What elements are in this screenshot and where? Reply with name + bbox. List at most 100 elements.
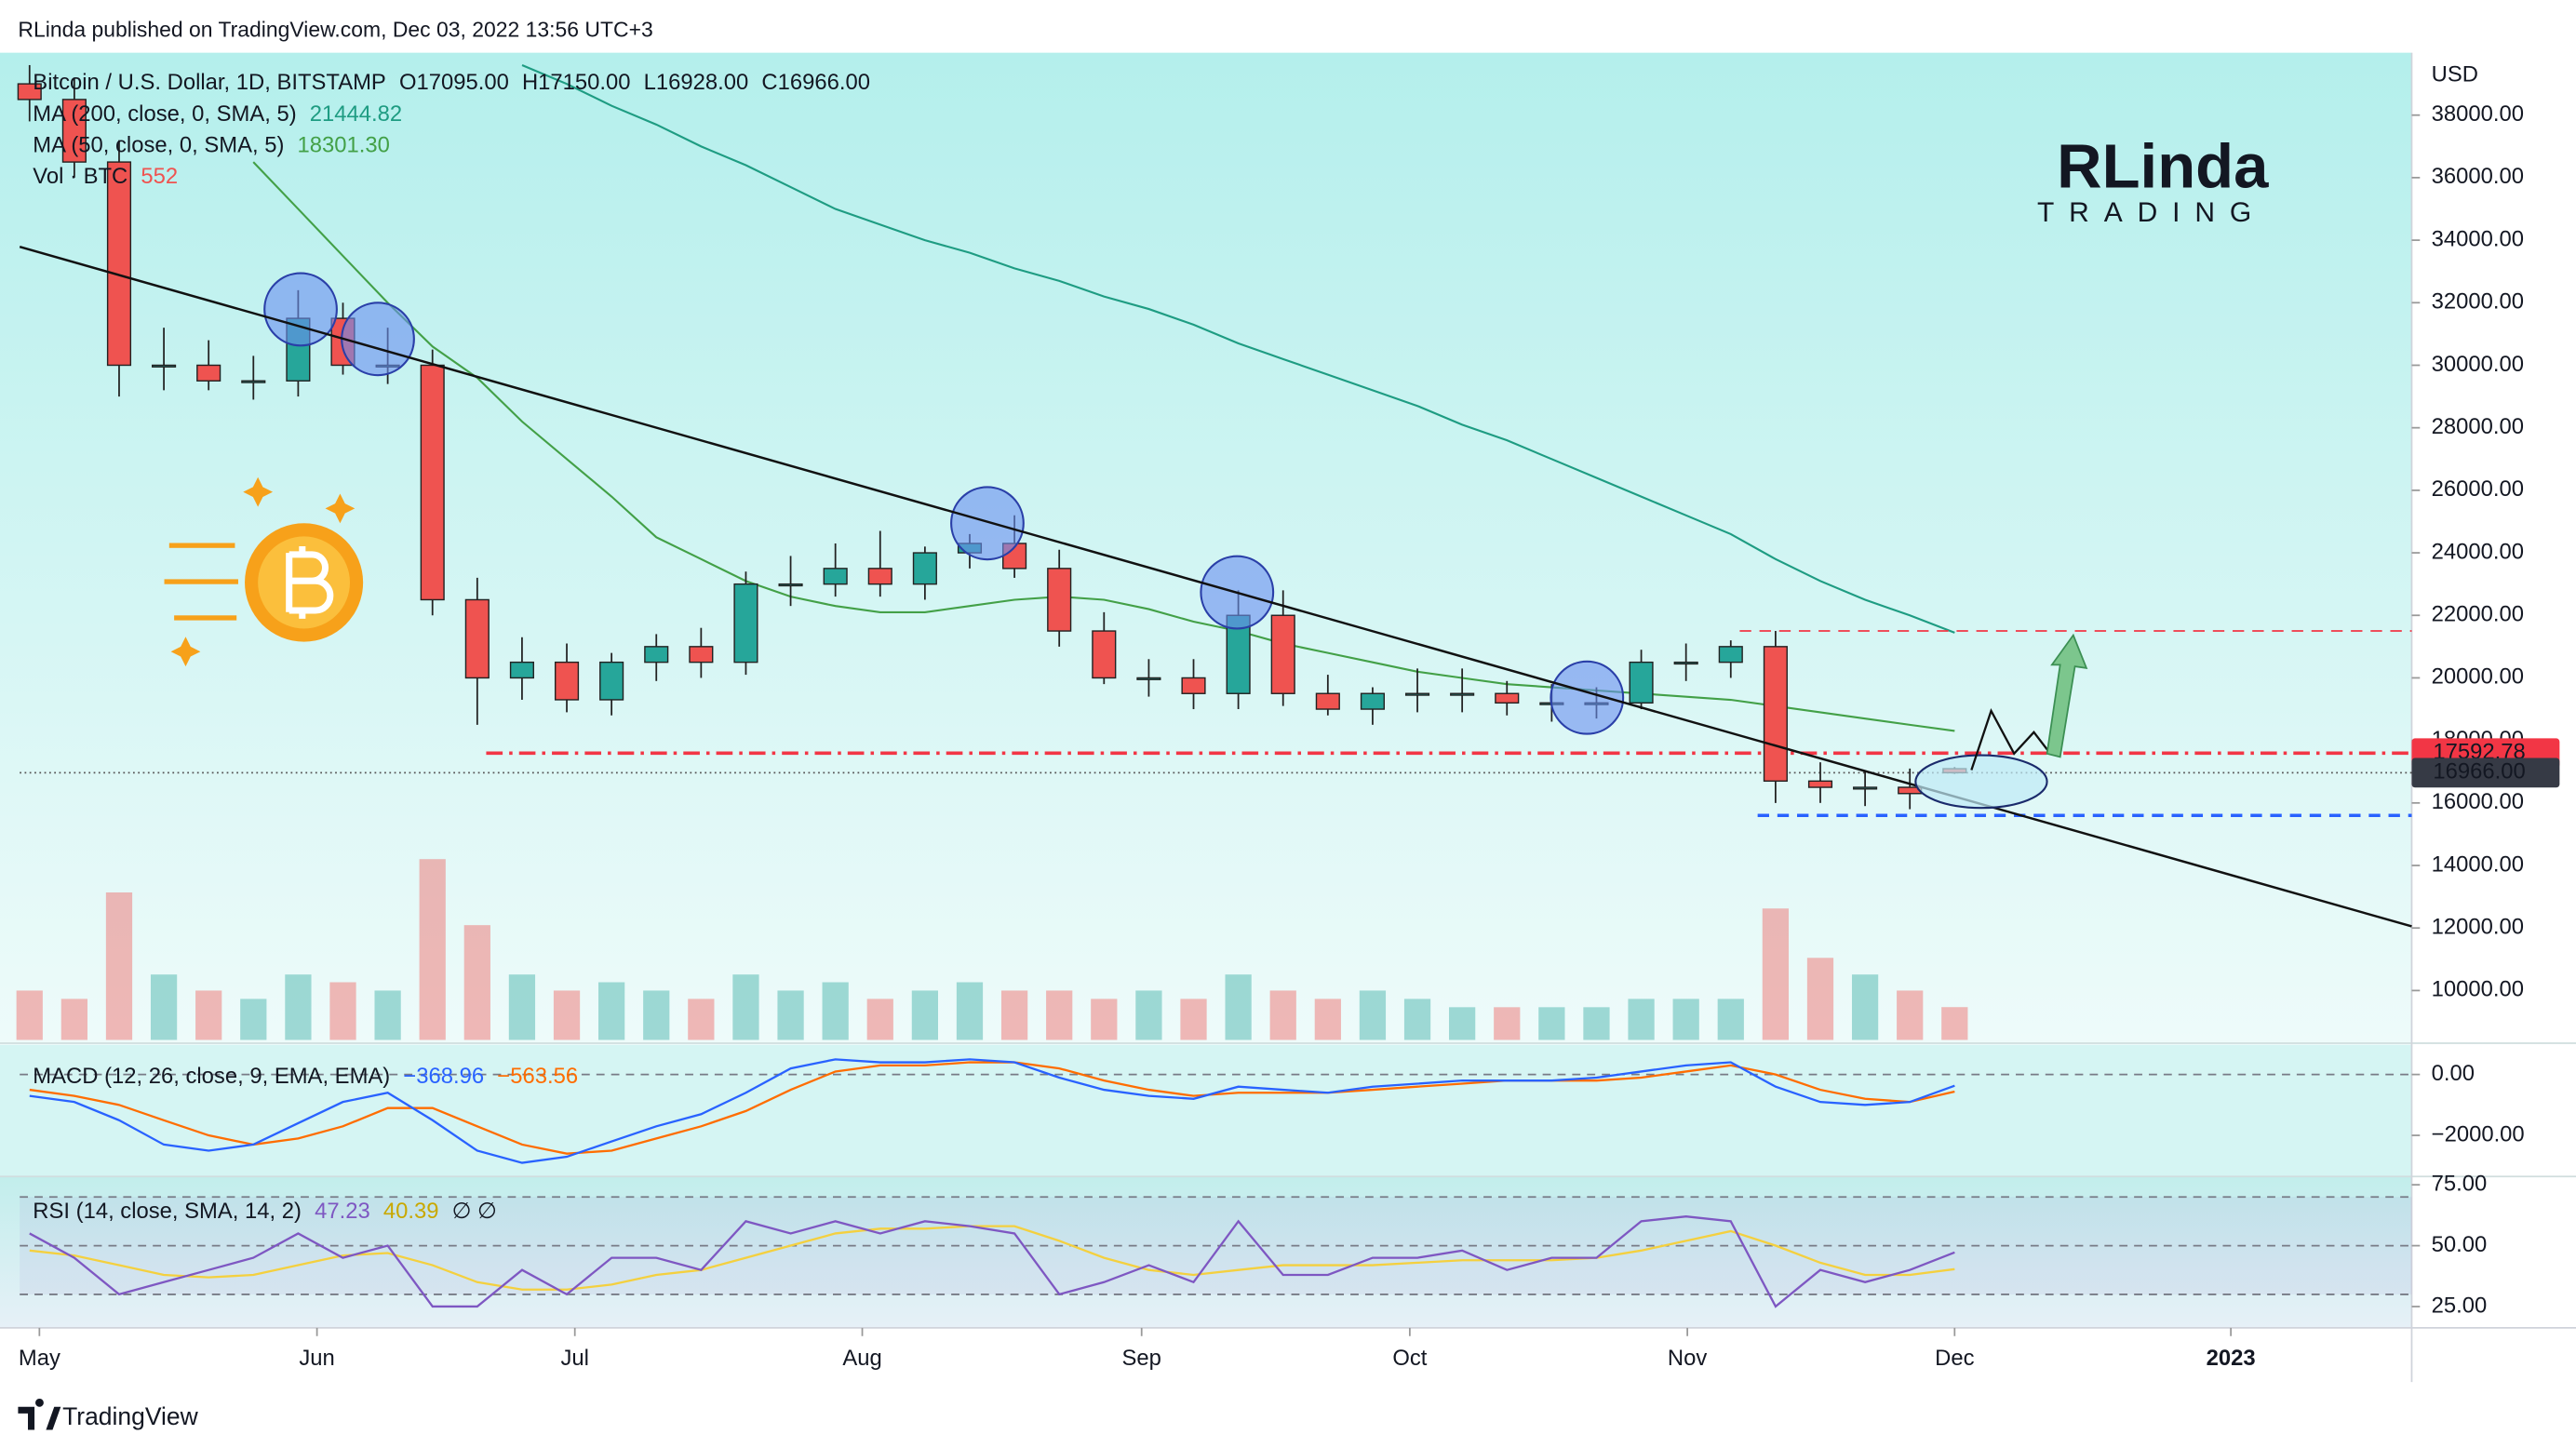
candle-body xyxy=(912,552,937,585)
y-tick-label: 75.00 xyxy=(2432,1171,2488,1196)
rsi-band xyxy=(20,1197,2412,1294)
rsi-ma-value: 40.39 xyxy=(383,1199,439,1224)
ma-name: MA (50, close, 0, SMA, 5) xyxy=(33,133,284,158)
rsi-extra: ∅ ∅ xyxy=(452,1199,497,1224)
volume-bar xyxy=(419,859,446,1040)
volume-bar xyxy=(1314,999,1341,1040)
volume-bar xyxy=(643,990,670,1040)
y-tick-label: 20000.00 xyxy=(2432,664,2524,690)
volume-bar xyxy=(374,990,401,1040)
touch-circle xyxy=(1550,660,1625,735)
candle-body xyxy=(1360,692,1386,710)
volume-bar xyxy=(777,990,804,1040)
volume-bar xyxy=(1180,999,1207,1040)
vol-name: Vol · BTC xyxy=(33,164,127,189)
ma-value: 21444.82 xyxy=(310,101,402,127)
volume-bar xyxy=(329,982,356,1040)
y-tick-label: 26000.00 xyxy=(2432,476,2524,502)
y-tick-label: 36000.00 xyxy=(2432,164,2524,189)
volume-bar xyxy=(911,990,939,1040)
volume-bar xyxy=(240,999,267,1040)
candle-body xyxy=(1450,692,1475,696)
price-tag-label: 16966.00 xyxy=(2433,759,2525,784)
volume-bar xyxy=(195,990,222,1040)
volume-bar xyxy=(1046,990,1073,1040)
volume-bar xyxy=(1628,999,1655,1040)
volume-bar xyxy=(1403,999,1431,1040)
annotations xyxy=(263,272,1625,735)
volume-bar xyxy=(956,982,984,1040)
y-tick-label: 38000.00 xyxy=(2432,101,2524,127)
header-bar xyxy=(0,0,2576,53)
volume-bar xyxy=(16,990,43,1040)
logo-sub: TRADING xyxy=(2037,197,2266,228)
x-tick-label: 2023 xyxy=(2207,1346,2256,1371)
projection-path xyxy=(1970,707,2052,771)
volume-bar xyxy=(822,982,849,1040)
volume-bar xyxy=(1717,999,1744,1040)
touch-circle xyxy=(341,302,415,377)
ohlc: C16966.00 xyxy=(761,70,870,95)
macd-pane xyxy=(0,1044,2412,1177)
volume-bar xyxy=(508,974,536,1040)
volume-bar xyxy=(1897,990,1924,1040)
touch-circle xyxy=(263,272,338,347)
y-tick-label: 22000.00 xyxy=(2432,602,2524,627)
x-tick-label: Nov xyxy=(1668,1346,1707,1371)
candle-body xyxy=(509,661,534,679)
ohlc: H17150.00 xyxy=(522,70,631,95)
volume-bar xyxy=(60,999,87,1040)
signal-value: −563.56 xyxy=(497,1064,578,1089)
candle-body xyxy=(1404,692,1430,696)
ma-value: 18301.30 xyxy=(298,133,390,158)
candle-body xyxy=(420,364,445,601)
y-tick-label: 50.00 xyxy=(2432,1232,2488,1257)
volume-bar xyxy=(1762,908,1790,1040)
x-tick-label: Aug xyxy=(842,1346,881,1371)
candle-body xyxy=(1853,786,1878,790)
volume-bar xyxy=(1000,990,1028,1040)
x-tick-label: Oct xyxy=(1392,1346,1427,1371)
candle-body xyxy=(61,99,87,163)
volume-bar xyxy=(732,974,759,1040)
moving-average xyxy=(521,64,1955,634)
y-tick-label: 28000.00 xyxy=(2432,414,2524,439)
logo: RLinda TRADING xyxy=(2037,132,2269,228)
volume-bar xyxy=(1135,990,1162,1040)
volume-bar xyxy=(553,990,581,1040)
footer-bar xyxy=(0,1382,2576,1448)
candle-body xyxy=(644,646,669,664)
volume-bar xyxy=(105,892,133,1040)
candle-body xyxy=(152,364,177,368)
price-pane xyxy=(0,52,2412,1045)
vol-value: 552 xyxy=(141,164,178,189)
ohlc: L16928.00 xyxy=(644,70,749,95)
speed-line xyxy=(174,615,237,621)
touch-circle xyxy=(950,486,1025,561)
legend-volume: Vol · BTC 552 xyxy=(33,164,178,189)
rsi-value: 47.23 xyxy=(315,1199,370,1224)
legend-ma200: MA (200, close, 0, SMA, 5) 21444.82 xyxy=(33,101,402,127)
volume-bar xyxy=(598,982,625,1040)
y-tick-label: 16000.00 xyxy=(2432,789,2524,814)
volume-bar xyxy=(866,999,893,1040)
volume-bar xyxy=(1851,974,1879,1040)
volume-bar xyxy=(1538,1007,1565,1040)
ohlc: O17095.00 xyxy=(399,70,509,95)
candle-body xyxy=(1136,677,1161,680)
candle-body xyxy=(1673,661,1698,665)
volume-bar xyxy=(1225,974,1252,1040)
plot: May Jun Jul Aug Sep Oct Nov Dec 2023 10000.00 1200… xyxy=(16,64,2560,1371)
candle-body xyxy=(1092,630,1117,679)
y-tick-label: 32000.00 xyxy=(2432,289,2524,315)
y-tick-label: 12000.00 xyxy=(2432,915,2524,940)
footer: TradingView xyxy=(62,1402,199,1430)
x-tick-label: Dec xyxy=(1935,1346,1974,1371)
tv-logo xyxy=(18,1398,61,1430)
candle-body xyxy=(1270,614,1295,694)
moving-average xyxy=(252,161,1955,732)
candle-body xyxy=(17,83,42,101)
y-tick-label: 30000.00 xyxy=(2432,352,2524,377)
speed-line xyxy=(168,543,235,548)
